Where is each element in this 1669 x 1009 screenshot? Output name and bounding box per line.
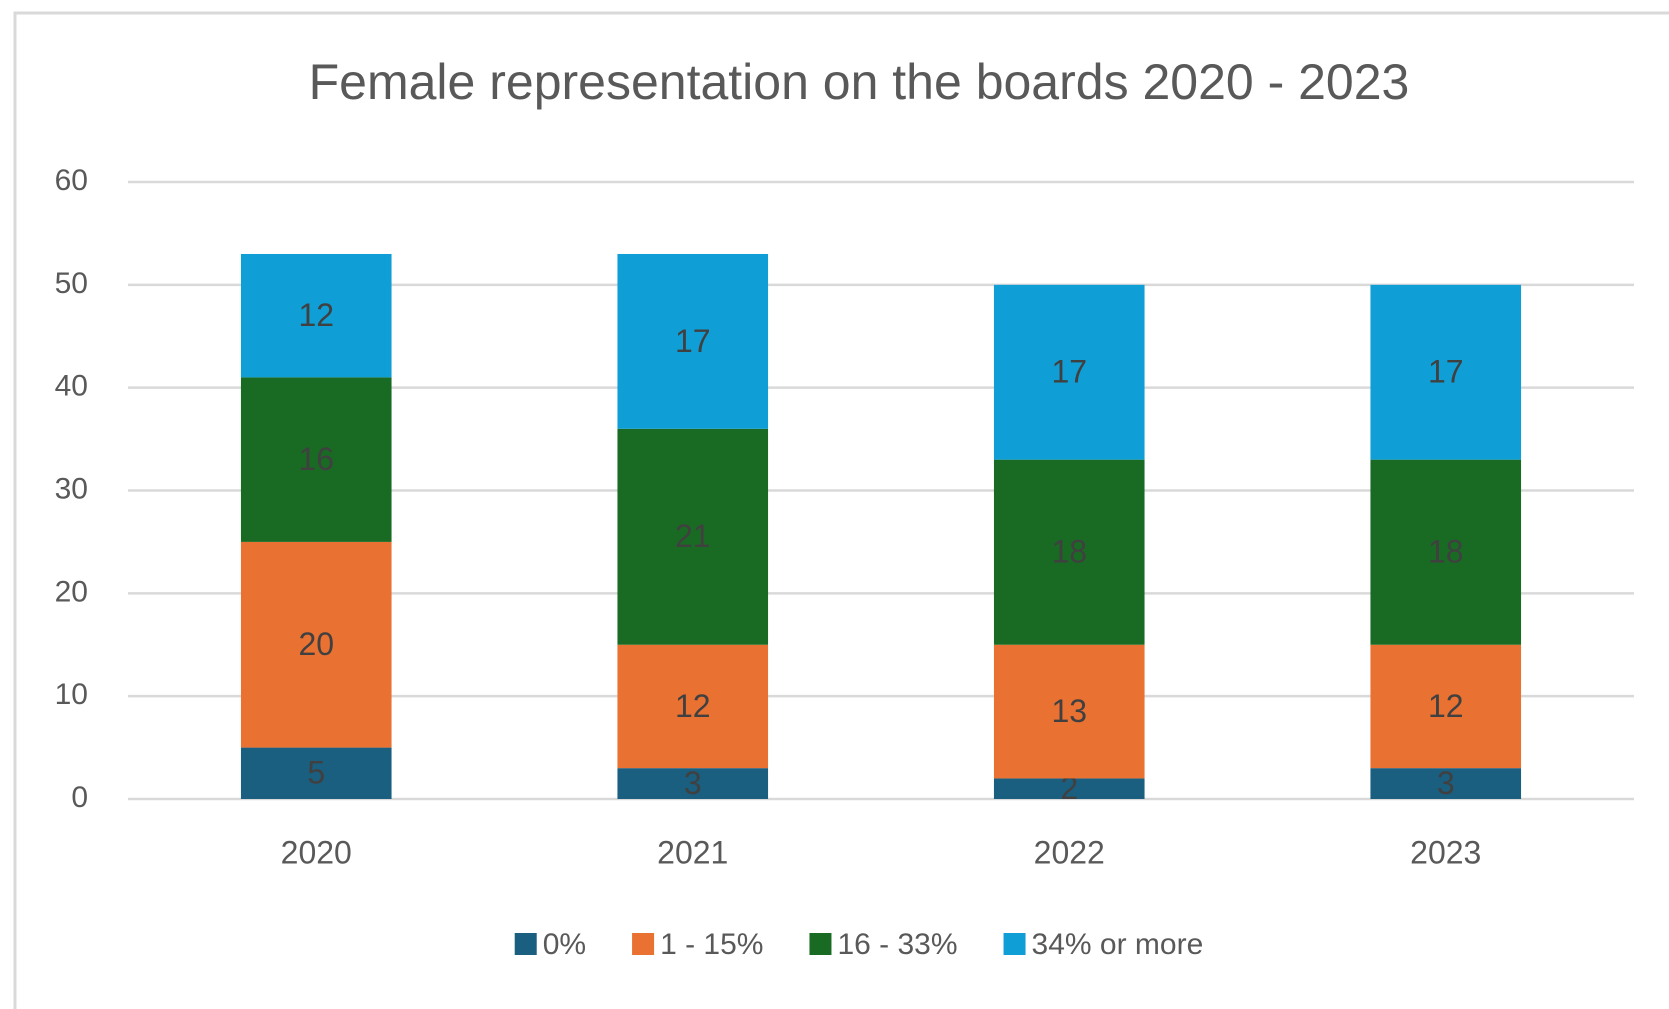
y-tick-label: 20	[55, 575, 88, 608]
legend-label: 1 - 15%	[660, 928, 763, 961]
data-label: 12	[298, 297, 334, 333]
data-label: 2	[1060, 770, 1078, 806]
bar-segment	[1370, 459, 1522, 645]
data-label: 12	[1428, 688, 1464, 724]
data-label: 18	[1428, 534, 1464, 570]
y-tick-label: 60	[55, 164, 88, 197]
data-label: 18	[1051, 534, 1087, 570]
legend-label: 34% or more	[1032, 928, 1204, 961]
y-tick-label: 0	[71, 781, 88, 814]
bar-segment	[1370, 768, 1522, 799]
legend-swatch	[632, 933, 655, 955]
bar-segment	[617, 428, 769, 645]
bar-segment	[240, 747, 392, 799]
data-label: 21	[675, 518, 711, 554]
bar-segment	[993, 778, 1145, 799]
bar-segment	[240, 541, 392, 748]
data-label: 17	[1428, 354, 1464, 390]
bar-segment	[240, 253, 392, 378]
bar-segment	[1370, 644, 1522, 769]
legend-label: 0%	[543, 928, 586, 961]
y-tick-label: 40	[55, 370, 88, 403]
legend-swatch	[1003, 933, 1026, 955]
data-label: 17	[675, 323, 711, 359]
bar-segment	[240, 377, 392, 542]
data-label: 16	[298, 441, 334, 477]
bar-segment	[1370, 284, 1522, 460]
y-tick-label: 50	[55, 267, 88, 300]
data-label: 17	[1051, 354, 1087, 390]
x-tick-label: 2021	[657, 834, 728, 870]
data-label: 13	[1051, 693, 1087, 729]
legend: 0% 1 - 15% 16 - 33% 34% or more	[514, 928, 1204, 961]
legend-swatch	[809, 933, 832, 955]
bar-segment	[617, 768, 769, 799]
data-label: 3	[1437, 765, 1455, 801]
bar-segment	[993, 644, 1145, 779]
data-label: 3	[684, 765, 702, 801]
y-tick-label: 30	[55, 472, 88, 505]
x-tick-label: 2020	[281, 834, 352, 870]
legend-swatch	[514, 933, 537, 955]
legend-label: 16 - 33%	[837, 928, 957, 961]
bar-segment	[617, 644, 769, 769]
data-label: 5	[307, 755, 325, 791]
bar-segment	[993, 459, 1145, 645]
chart-title: Female representation on the boards 2020…	[309, 54, 1410, 110]
data-label: 20	[298, 626, 334, 662]
y-tick-label: 10	[55, 678, 88, 711]
bar-segment	[993, 284, 1145, 460]
x-tick-label: 2022	[1034, 834, 1105, 870]
data-label: 12	[675, 688, 711, 724]
x-tick-label: 2023	[1410, 834, 1481, 870]
bar-segment	[617, 253, 769, 429]
